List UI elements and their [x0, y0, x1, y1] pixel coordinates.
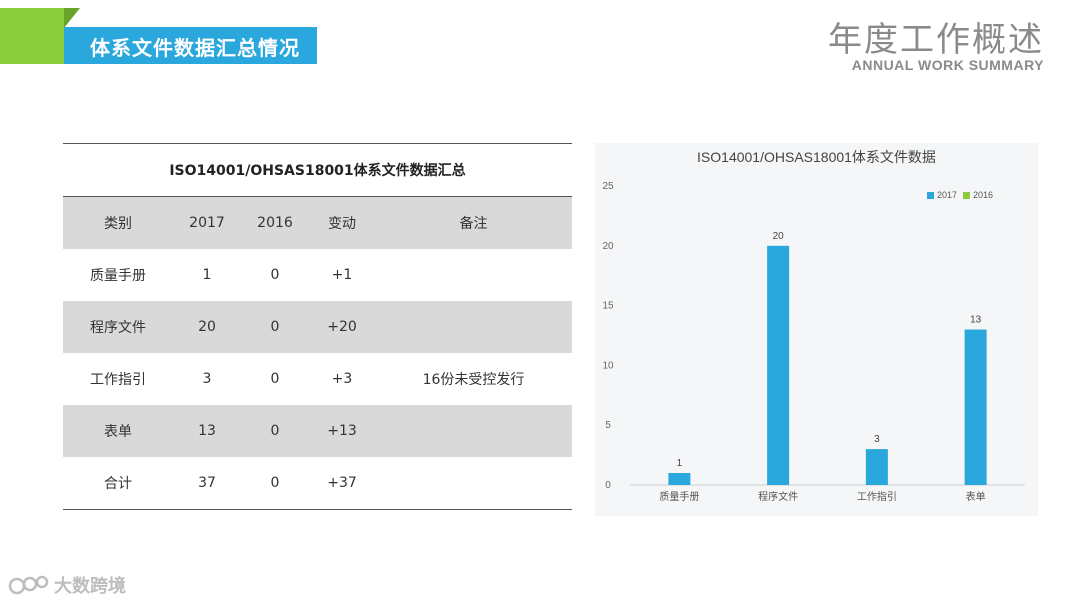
table-cell: 1	[202, 267, 212, 283]
table-row: 质量手册 1 0 +1	[63, 249, 572, 301]
x-tick-label: 质量手册	[659, 490, 699, 503]
table-row: 程序文件 20 0 +20	[63, 301, 572, 353]
table-cell: 0	[270, 423, 280, 439]
data-label: 3	[874, 434, 880, 445]
table-cell: 工作指引	[90, 372, 146, 388]
y-tick-label: 25	[602, 181, 614, 192]
x-tick-label: 工作指引	[857, 490, 897, 503]
legend-item-2016: 2016	[963, 190, 993, 200]
table-cell: +1	[331, 267, 353, 283]
bar-2017	[668, 473, 691, 485]
bar-2017	[767, 245, 790, 485]
legend-label: 2017	[937, 190, 958, 200]
bar-chart: ISO14001/OHSAS18001体系文件数据 2017 2016 0 5 10…	[595, 143, 1038, 516]
table-cell: 20	[198, 319, 216, 335]
legend-swatch	[927, 192, 934, 200]
watermark: 大数跨境	[8, 572, 126, 598]
x-tick-label: 程序文件	[758, 490, 798, 503]
summary-table: ISO14001/OHSAS18001体系文件数据汇总 类别 2017 2016…	[63, 143, 572, 510]
chart-legend: 2017 2016	[927, 190, 993, 200]
table-header-cell: 2016	[257, 215, 293, 231]
table-cell: 0	[270, 319, 280, 335]
bar-2017	[964, 329, 987, 485]
y-tick-label: 5	[605, 420, 611, 431]
banner-fold	[64, 8, 80, 28]
table-header-row: 类别 2017 2016 变动 备注	[63, 197, 572, 249]
table-header-cell: 2017	[189, 215, 225, 231]
table-cell	[375, 301, 572, 353]
table-header-cell: 类别	[104, 216, 132, 232]
chart-title: ISO14001/OHSAS18001体系文件数据	[697, 149, 936, 165]
legend-item-2017: 2017	[927, 190, 957, 200]
table-cell: 3	[202, 371, 212, 387]
table-row: 工作指引 3 0 +3 16份未受控发行	[63, 353, 572, 405]
table-title: ISO14001/OHSAS18001体系文件数据汇总	[63, 143, 572, 197]
table-cell	[375, 405, 572, 457]
table-cell: 0	[270, 475, 280, 491]
banner-title: 体系文件数据汇总情况	[90, 36, 300, 60]
data-label: 1	[677, 458, 683, 469]
table-cell	[375, 249, 572, 301]
legend-swatch	[963, 192, 971, 200]
y-tick-label: 15	[602, 301, 614, 312]
table-cell: 合计	[104, 476, 132, 492]
watermark-text: 大数跨境	[54, 576, 126, 597]
legend-label: 2016	[973, 190, 994, 200]
table-cell: 0	[270, 267, 280, 283]
table-cell	[375, 457, 572, 510]
table-cell: 13	[198, 423, 216, 439]
brand-logo-icon	[8, 575, 49, 595]
table-cell: +37	[327, 475, 357, 491]
bar-2017	[865, 449, 888, 485]
x-tick-label: 表单	[966, 490, 986, 503]
table-cell: 37	[198, 475, 216, 491]
table-cell: +3	[331, 371, 353, 387]
data-label: 13	[970, 315, 982, 326]
table-header-cell: 备注	[459, 216, 488, 232]
y-tick-label: 0	[605, 480, 611, 491]
table-cell: +20	[327, 319, 357, 335]
table-header-cell: 变动	[328, 216, 356, 232]
table-cell: 质量手册	[90, 268, 146, 284]
data-label: 20	[773, 231, 785, 242]
banner-blue-bar	[64, 27, 317, 64]
y-tick-label: 20	[602, 241, 614, 252]
table-cell: 表单	[104, 424, 132, 440]
table-cell: 0	[270, 371, 280, 387]
table-cell: +13	[327, 423, 357, 439]
chart-plot: 0 5 10 15 20 25 1 质量手册 20 程序文件 3 工作指引 13 表单	[602, 181, 1025, 503]
page-title: 年度工作概述	[828, 20, 1044, 60]
banner-green-block	[0, 8, 64, 64]
page-subtitle: ANNUAL WORK SUMMARY	[851, 57, 1044, 73]
table-cell: 16份未受控发行	[422, 372, 525, 388]
table-cell: 程序文件	[90, 320, 146, 336]
table-total-row: 合计 37 0 +37	[63, 457, 572, 510]
y-tick-label: 10	[602, 360, 614, 371]
table-row: 表单 13 0 +13	[63, 405, 572, 457]
